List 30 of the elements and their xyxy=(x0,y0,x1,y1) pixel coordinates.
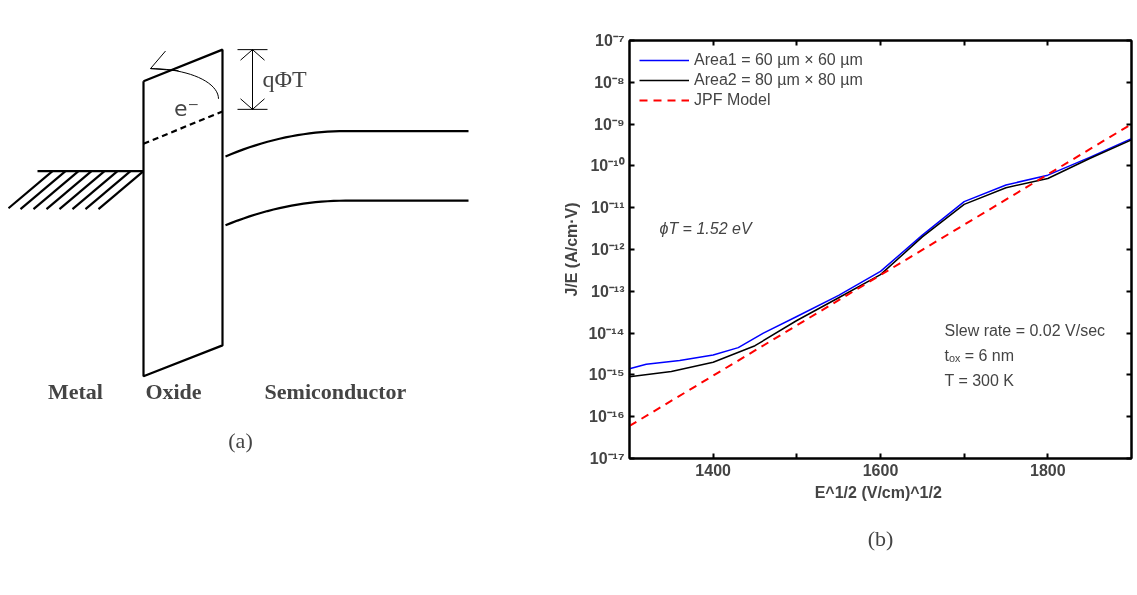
text: (a) xyxy=(228,428,253,454)
y-axis-title: J/E (A/cm·V) xyxy=(563,202,581,297)
text: e⁻ xyxy=(173,96,200,122)
annotation: ϕT = 1.52 eV xyxy=(659,220,753,237)
y-tick-label: 10⁻¹⁵ xyxy=(588,366,625,384)
y-tick-label: 10⁻¹² xyxy=(591,241,625,258)
y-tick-label: 10⁻¹¹ xyxy=(591,199,625,217)
text: qΦT xyxy=(262,66,308,93)
text: Semiconductor xyxy=(264,379,407,405)
x-axis-title: E^1/2 (V/cm)^1/2 xyxy=(814,483,942,501)
y-tick-label: 10⁻¹⁴ xyxy=(588,324,625,342)
text: Oxide xyxy=(145,379,202,405)
legend-label: Area2 = 80 µm × 80 µm xyxy=(694,71,863,89)
annotation: Slew rate = 0.02 V/sec xyxy=(944,322,1106,339)
y-tick-label: 10⁻⁸ xyxy=(594,73,625,91)
y-tick-label: 10⁻⁷ xyxy=(595,32,625,49)
y-tick-label: 10⁻⁹ xyxy=(594,115,625,133)
y-tick-label: 10⁻¹⁰ xyxy=(590,157,625,175)
x-tick-label: 1600 xyxy=(862,461,899,479)
y-tick-label: 10⁻¹³ xyxy=(591,282,625,300)
text: (b) xyxy=(867,525,894,551)
legend-label: JPF Model xyxy=(694,91,771,109)
x-tick-label: 1800 xyxy=(1030,461,1066,479)
y-tick-label: 10⁻¹⁷ xyxy=(589,450,625,467)
text: Metal xyxy=(48,379,103,405)
y-tick-label: 10⁻¹⁶ xyxy=(589,408,625,426)
annotation: T = 300 K xyxy=(944,372,1015,389)
x-tick-label: 1400 xyxy=(695,461,732,479)
annotation: tₒₓ = 6 nm xyxy=(944,347,1015,364)
legend-label: Area1 = 60 µm × 60 µm xyxy=(694,51,863,69)
